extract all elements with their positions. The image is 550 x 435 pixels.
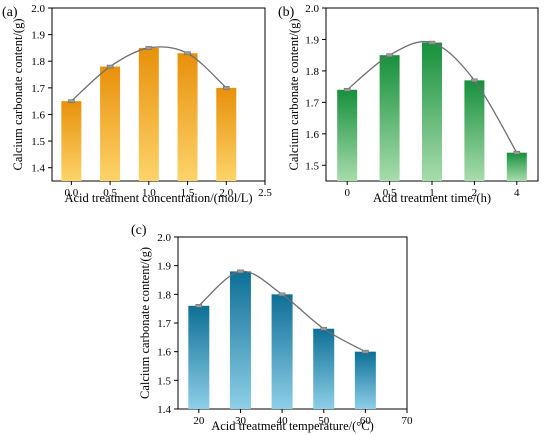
x-tick-label-c-4: 60 xyxy=(360,415,372,427)
point-marker-c-4 xyxy=(362,349,369,354)
y-tick-label-c-0: 1.4 xyxy=(157,404,171,416)
x-axis-title-a: Acid treatment concentration/(mol/L) xyxy=(64,191,252,205)
panel-label-b: (b) xyxy=(278,5,295,20)
x-tick-label-b-3: 2 xyxy=(472,187,478,199)
y-tick-label-b-3: 1.8 xyxy=(305,66,319,78)
panel-c: 1.4 1.5 1.6 1.7 1.8 1.9 2.0 20 30 40 50 60 70 (c) Ac… xyxy=(131,223,413,433)
y-axis-title-b: Calcium carbonate content/(g) xyxy=(287,18,301,170)
point-marker-c-3 xyxy=(320,326,328,331)
x-axis-title-c: Acid treatment temperature/(°C) xyxy=(211,419,374,433)
x-tick-label-a-4: 2.0 xyxy=(219,187,233,199)
x-axis-title-b: Acid treatment time/(h) xyxy=(373,191,491,205)
panel-label-a: (a) xyxy=(2,5,18,20)
y-tick-label-b-5: 2.0 xyxy=(305,3,319,15)
y-tick-label-a-1: 1.5 xyxy=(31,136,45,148)
x-tick-label-a-2: 1.0 xyxy=(142,187,156,199)
point-marker-a-2 xyxy=(145,46,153,50)
x-tick-label-c-2: 40 xyxy=(277,415,289,427)
x-tick-label-c-3: 50 xyxy=(318,415,330,427)
bar-a-2 xyxy=(138,47,159,181)
x-tick-label-b-2: 1 xyxy=(429,187,435,199)
y-tick-label-b-1: 1.6 xyxy=(305,129,319,141)
bar-a-4 xyxy=(216,87,237,181)
y-tick-label-a-6: 2.0 xyxy=(31,3,45,15)
y-tick-label-c-6: 2.0 xyxy=(157,232,171,244)
y-axis-title-c: Calcium carbonate content/(g) xyxy=(138,247,152,399)
y-tick-label-a-5: 1.9 xyxy=(31,30,45,42)
x-tick-label-a-1: 0.5 xyxy=(103,187,117,199)
panel-label-c: (c) xyxy=(131,223,147,238)
point-marker-b-1 xyxy=(386,53,393,57)
y-axis-title-a: Calcium carbonate content/(g) xyxy=(11,18,25,170)
x-tick-label-a-5: 2.5 xyxy=(258,187,272,199)
y-tick-label-b-4: 1.9 xyxy=(305,34,319,46)
bar-c-0 xyxy=(188,305,210,409)
y-tick-label-c-2: 1.6 xyxy=(157,347,171,359)
x-tick-label-a-0: 0.0 xyxy=(64,187,78,199)
x-tick-label-c-1: 30 xyxy=(235,415,247,427)
y-tick-label-b-0: 1.5 xyxy=(305,160,319,172)
x-tick-label-a-3: 1.5 xyxy=(181,187,195,199)
x-tick-label-b-0: 0 xyxy=(344,187,350,199)
y-tick-label-a-0: 1.4 xyxy=(31,163,45,175)
y-tick-label-a-2: 1.6 xyxy=(31,109,45,121)
bar-b-2 xyxy=(422,42,442,181)
panel-a: 1.41.51.61.71.81.92.00.0 0.5 1.0 1.5 2.0 2.5 … xyxy=(2,3,272,205)
point-marker-a-1 xyxy=(106,64,114,69)
bar-b-0 xyxy=(337,89,358,181)
bar-c-4 xyxy=(354,351,376,409)
point-marker-b-4 xyxy=(513,150,521,155)
bar-a-1 xyxy=(100,66,121,181)
y-tick-label-b-2: 1.7 xyxy=(305,97,319,109)
x-tick-label-c-5: 70 xyxy=(402,415,414,427)
bar-a-0 xyxy=(61,101,82,181)
bar-b-4 xyxy=(506,152,527,181)
point-marker-b-3 xyxy=(471,78,478,83)
bar-b-1 xyxy=(379,55,400,181)
bar-a-3 xyxy=(177,53,198,181)
point-marker-c-1 xyxy=(237,269,244,274)
y-tick-label-c-1: 1.5 xyxy=(157,375,171,387)
x-tick-label-b-4: 4 xyxy=(514,187,520,199)
bar-c-2 xyxy=(271,294,293,409)
bar-c-1 xyxy=(229,271,251,409)
point-marker-c-2 xyxy=(278,292,286,297)
x-tick-label-b-1: 0.5 xyxy=(383,187,397,199)
y-tick-label-c-3: 1.7 xyxy=(157,318,171,330)
bar-c-3 xyxy=(313,328,335,409)
point-marker-a-0 xyxy=(68,99,75,103)
y-tick-label-a-4: 1.8 xyxy=(31,56,45,68)
y-tick-label-a-3: 1.7 xyxy=(31,83,45,95)
point-marker-a-4 xyxy=(222,86,230,90)
panel-b: 1.5 1.6 1.7 1.8 1.9 2.0 0 0.5 1 2 4 (b) Acid treat… xyxy=(278,3,539,205)
point-marker-b-2 xyxy=(428,40,436,45)
point-marker-a-3 xyxy=(184,51,191,56)
point-marker-b-0 xyxy=(343,87,351,92)
y-tick-label-c-5: 1.9 xyxy=(157,261,171,273)
bar-b-3 xyxy=(464,80,485,181)
x-tick-label-c-0: 20 xyxy=(193,415,205,427)
point-marker-c-0 xyxy=(195,303,203,308)
y-tick-label-c-4: 1.8 xyxy=(157,289,171,301)
